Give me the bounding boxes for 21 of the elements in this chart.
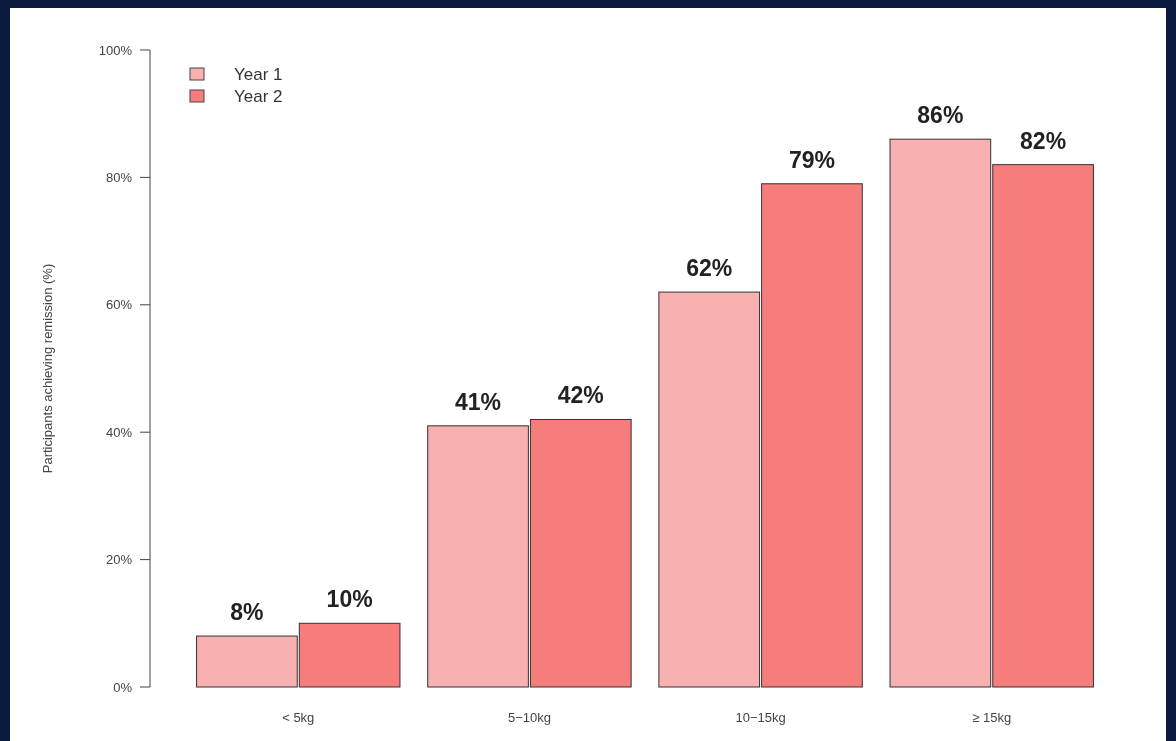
data-label: 41% — [455, 388, 502, 415]
legend-label: Year 1 — [234, 64, 283, 84]
y-tick-label: 100% — [98, 42, 133, 58]
data-label: 79% — [788, 146, 835, 173]
data-label: 62% — [686, 255, 733, 282]
x-tick-label: < 5kg — [282, 710, 315, 725]
y-tick-label: 80% — [105, 169, 133, 185]
data-label: 8% — [230, 599, 264, 626]
data-label: 42% — [557, 382, 604, 409]
y-tick-label: 60% — [105, 297, 133, 313]
x-tick-label: ≥ 15kg — [972, 710, 1012, 725]
x-tick-label: 10−15kg — [735, 710, 786, 725]
data-label: 10% — [326, 586, 373, 613]
y-axis-title: Participants achieving remission (%) — [40, 263, 55, 474]
data-label: 86% — [917, 102, 964, 129]
legend-label: Year 2 — [234, 86, 283, 106]
y-tick-label: 40% — [105, 424, 133, 440]
data-label: 82% — [1020, 127, 1067, 154]
y-tick-label: 0% — [113, 679, 133, 695]
x-tick-label: 5−10kg — [507, 710, 551, 725]
y-tick-label: 20% — [105, 552, 133, 568]
